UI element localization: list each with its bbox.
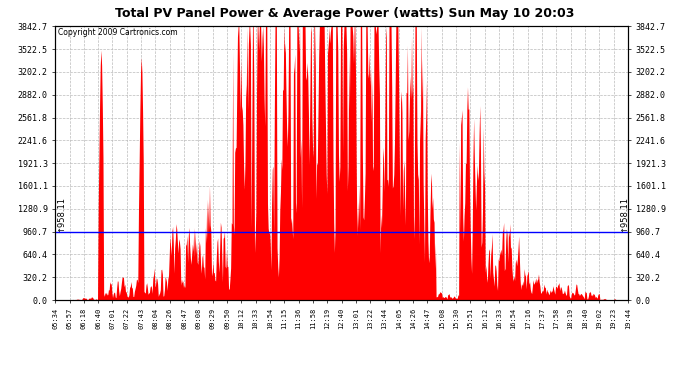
Text: Total PV Panel Power & Average Power (watts) Sun May 10 20:03: Total PV Panel Power & Average Power (wa… <box>115 8 575 21</box>
Text: Copyright 2009 Cartronics.com: Copyright 2009 Cartronics.com <box>58 28 178 37</box>
Text: ↑958.11: ↑958.11 <box>620 196 629 232</box>
Text: ↑958.11: ↑958.11 <box>56 196 65 232</box>
